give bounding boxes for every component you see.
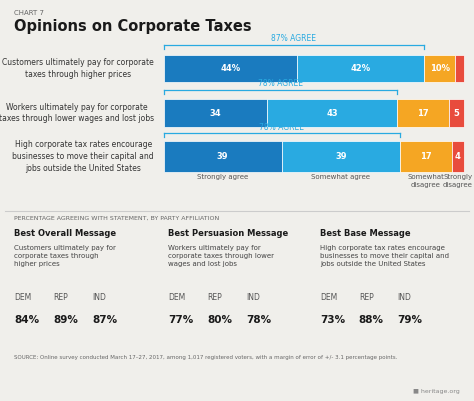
Text: DEM: DEM xyxy=(168,293,185,302)
Text: 10%: 10% xyxy=(429,64,449,73)
Text: 34: 34 xyxy=(210,109,221,117)
Text: IND: IND xyxy=(398,293,411,302)
Text: 5: 5 xyxy=(453,109,459,117)
Bar xyxy=(424,55,455,82)
Bar xyxy=(164,141,282,172)
Text: 79%: 79% xyxy=(398,315,423,325)
Text: 80%: 80% xyxy=(207,315,232,325)
Text: 89%: 89% xyxy=(53,315,78,325)
Text: REP: REP xyxy=(53,293,68,302)
Text: Customers ultimately pay for corporate
taxes through higher prices: Customers ultimately pay for corporate t… xyxy=(2,58,154,79)
Text: PERCENTAGE AGREEING WITH STATEMENT, BY PARTY AFFILIATION: PERCENTAGE AGREEING WITH STATEMENT, BY P… xyxy=(14,216,219,221)
Text: Opinions on Corporate Taxes: Opinions on Corporate Taxes xyxy=(14,19,252,34)
Text: High corporate tax rates encourage
businesses to move their capital and
jobs out: High corporate tax rates encourage busin… xyxy=(320,245,449,267)
Text: 4: 4 xyxy=(455,152,461,161)
Text: 43: 43 xyxy=(326,109,337,117)
Text: 17: 17 xyxy=(420,152,432,161)
Text: Best Overall Message: Best Overall Message xyxy=(14,229,116,238)
Text: DEM: DEM xyxy=(14,293,31,302)
Text: 42%: 42% xyxy=(351,64,371,73)
Text: 44%: 44% xyxy=(220,64,240,73)
Text: IND: IND xyxy=(92,293,106,302)
Text: DEM: DEM xyxy=(320,293,337,302)
Text: ■ heritage.org: ■ heritage.org xyxy=(413,389,460,394)
Text: 39: 39 xyxy=(217,152,228,161)
Bar xyxy=(164,99,267,127)
Text: Customers ultimately pay for
corporate taxes through
higher prices: Customers ultimately pay for corporate t… xyxy=(14,245,116,267)
Text: Strongly agree: Strongly agree xyxy=(197,174,248,180)
Text: CHART 7: CHART 7 xyxy=(14,10,44,16)
Text: 84%: 84% xyxy=(14,315,39,325)
Bar xyxy=(297,55,424,82)
Text: High corporate tax rates encourage
businesses to move their capital and
jobs out: High corporate tax rates encourage busin… xyxy=(12,140,154,173)
Text: Workers ultimately pay for corporate
taxes through lower wages and lost jobs: Workers ultimately pay for corporate tax… xyxy=(0,103,154,124)
Text: REP: REP xyxy=(207,293,222,302)
Text: 78% AGREE: 78% AGREE xyxy=(259,123,304,132)
Text: Workers ultimately pay for
corporate taxes through lower
wages and lost jobs: Workers ultimately pay for corporate tax… xyxy=(168,245,274,267)
Text: Somewhat agree: Somewhat agree xyxy=(311,174,371,180)
Bar xyxy=(400,141,452,172)
Text: 87%: 87% xyxy=(92,315,117,325)
Text: 73%: 73% xyxy=(320,315,345,325)
Bar xyxy=(267,99,397,127)
Bar xyxy=(452,141,464,172)
Text: 17: 17 xyxy=(417,109,428,117)
Text: 88%: 88% xyxy=(359,315,384,325)
Text: 77%: 77% xyxy=(168,315,193,325)
Text: IND: IND xyxy=(246,293,260,302)
Bar xyxy=(282,141,400,172)
Text: 87% AGREE: 87% AGREE xyxy=(272,34,317,43)
Bar xyxy=(449,99,464,127)
Text: Best Base Message: Best Base Message xyxy=(320,229,410,238)
Bar xyxy=(164,55,297,82)
Text: Best Persuasion Message: Best Persuasion Message xyxy=(168,229,289,238)
Bar xyxy=(397,99,449,127)
Text: 78% AGREE: 78% AGREE xyxy=(258,79,303,88)
Bar xyxy=(455,55,464,82)
Text: Somewhat
disagree: Somewhat disagree xyxy=(408,174,444,188)
Text: 78%: 78% xyxy=(246,315,271,325)
Text: Strongly
disagree: Strongly disagree xyxy=(443,174,473,188)
Text: SOURCE: Online survey conducted March 17–27, 2017, among 1,017 registered voters: SOURCE: Online survey conducted March 17… xyxy=(14,355,398,360)
Text: REP: REP xyxy=(359,293,374,302)
Text: 39: 39 xyxy=(335,152,347,161)
